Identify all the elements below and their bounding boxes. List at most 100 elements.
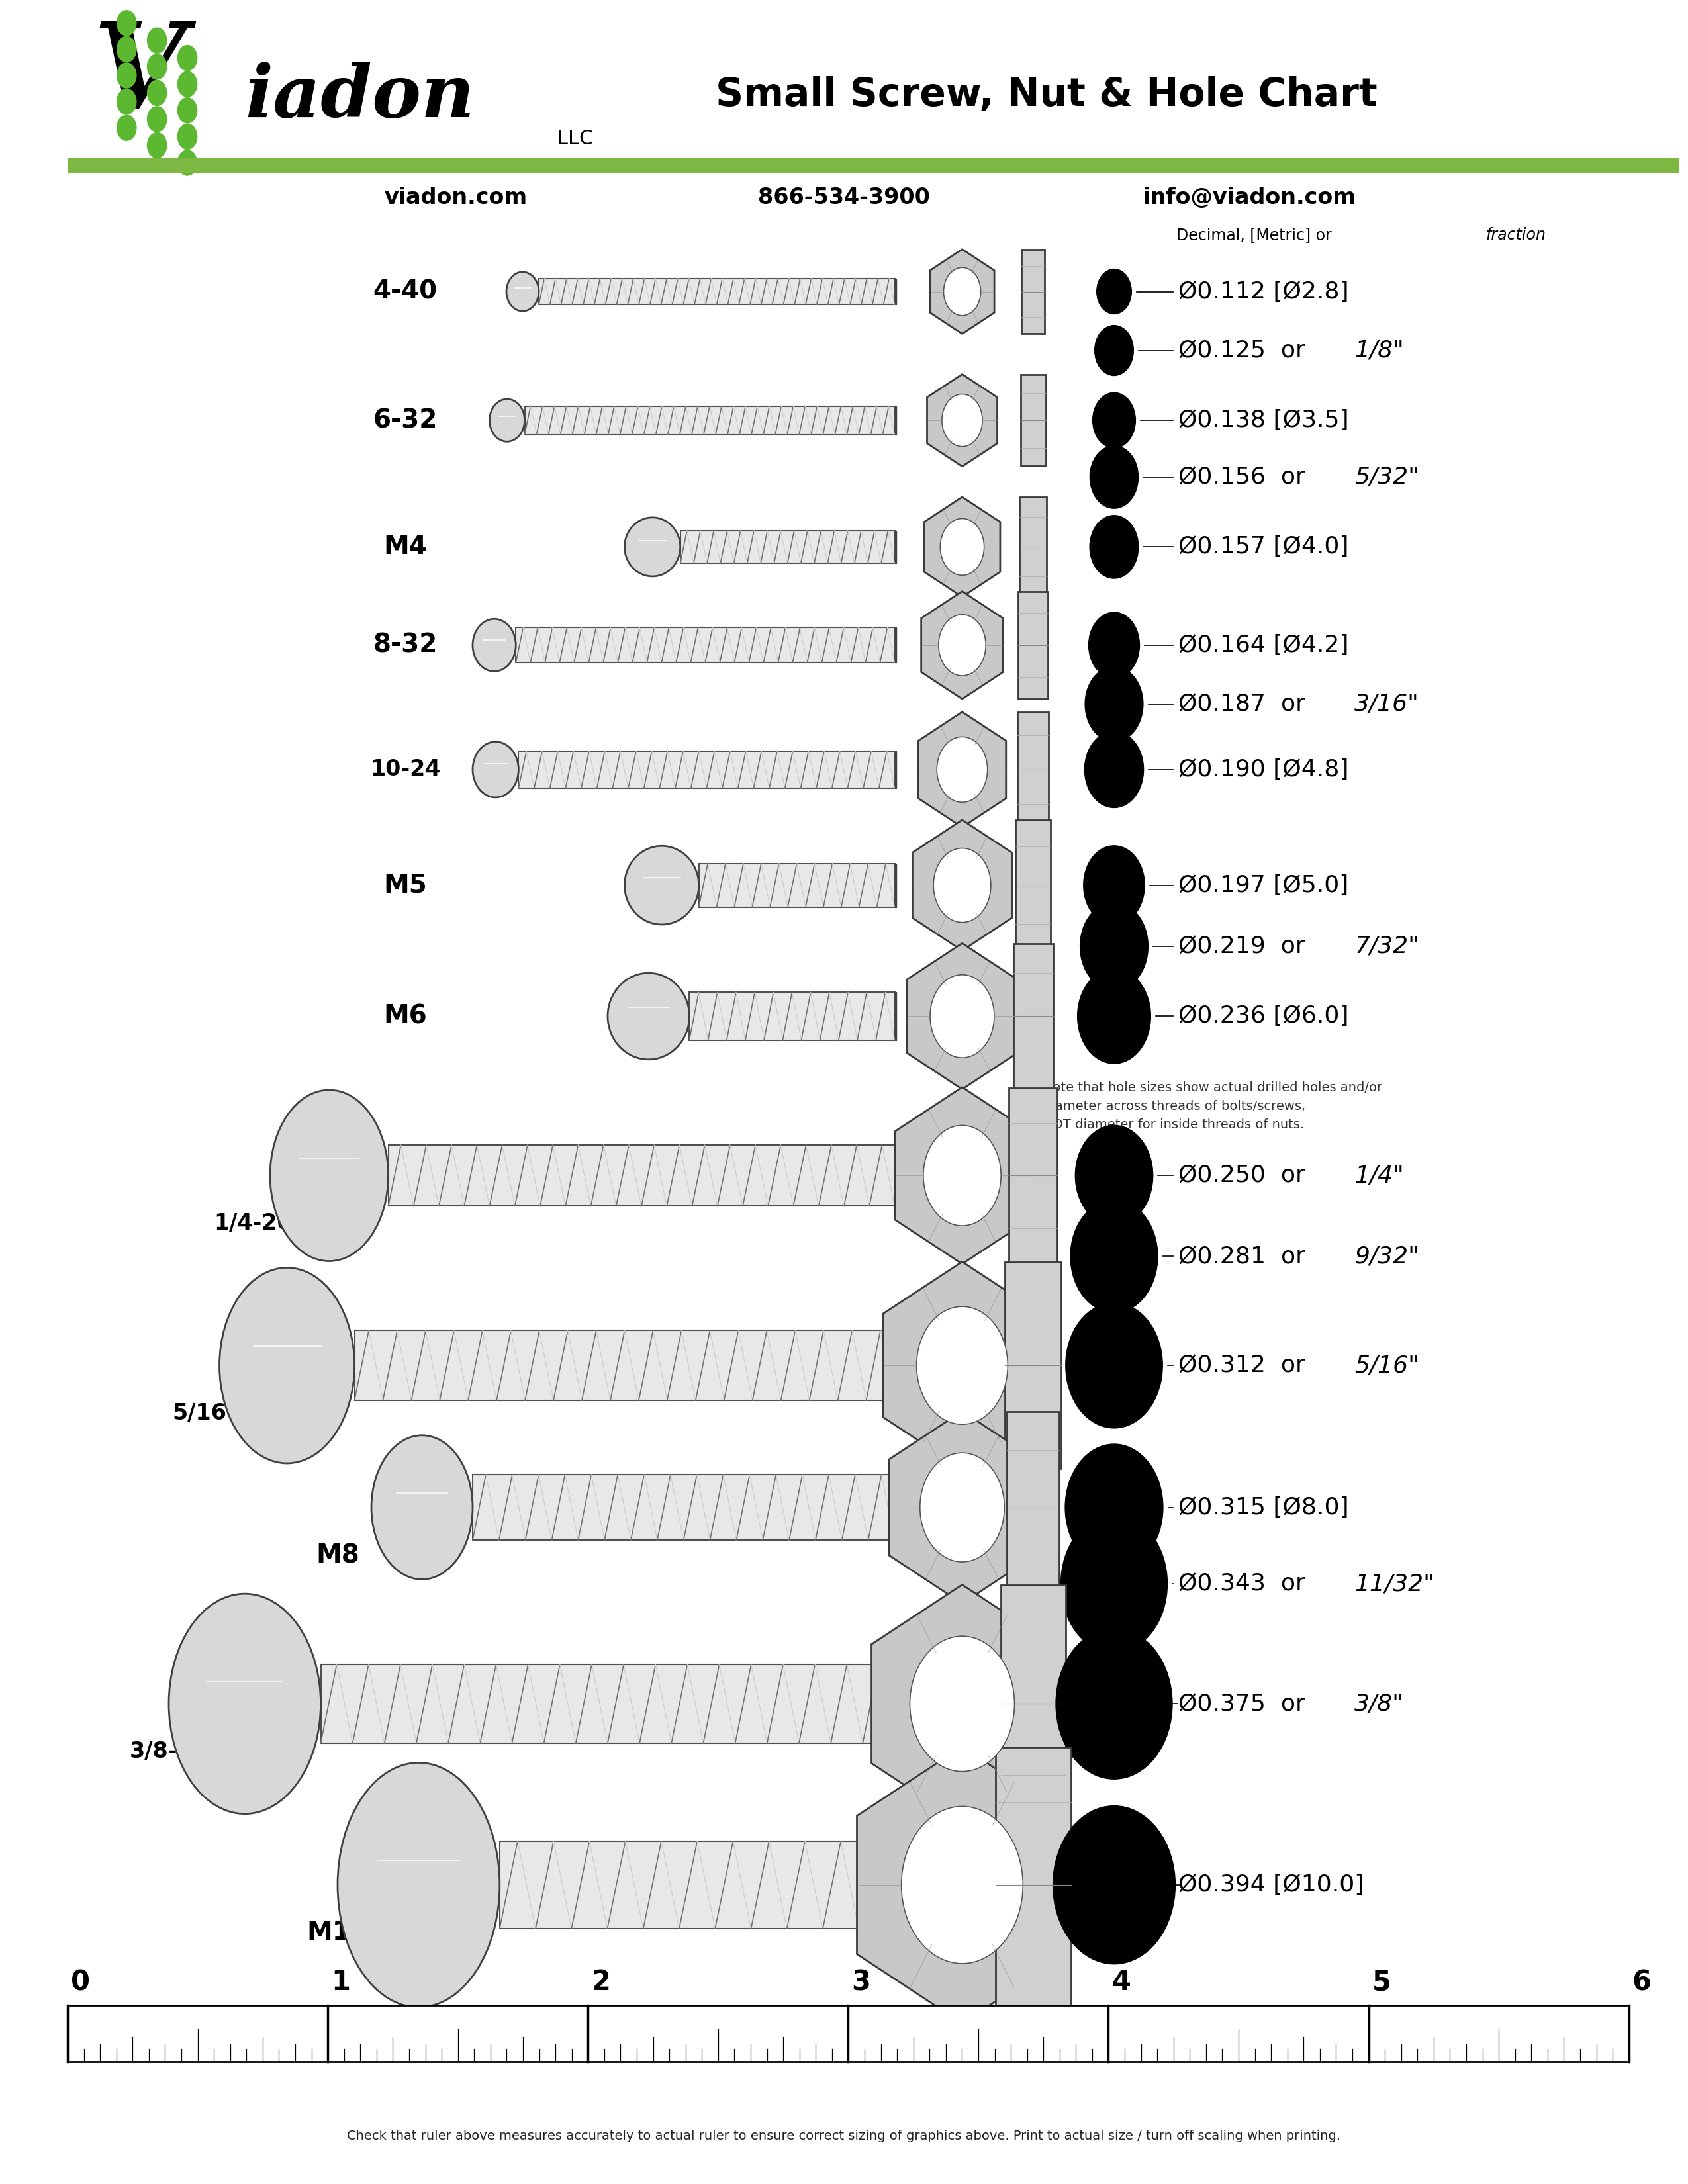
Ellipse shape <box>219 1267 354 1463</box>
Text: M5: M5 <box>383 874 427 898</box>
Text: V: V <box>93 17 186 133</box>
Text: M8: M8 <box>316 1542 360 1568</box>
Circle shape <box>147 81 167 107</box>
Bar <box>538 277 895 304</box>
Bar <box>388 1144 895 1206</box>
Circle shape <box>177 72 197 98</box>
Text: 3: 3 <box>851 1968 871 1996</box>
Text: Decimal, [Metric] or: Decimal, [Metric] or <box>1177 227 1337 242</box>
Text: Ø0.138 [Ø3.5]: Ø0.138 [Ø3.5] <box>1178 408 1349 432</box>
Text: 7/32": 7/32" <box>1354 935 1420 957</box>
Text: M6: M6 <box>383 1005 427 1029</box>
Text: Note that hole sizes show actual drilled holes and/or
diameter across threads of: Note that hole sizes show actual drilled… <box>1043 1081 1382 1131</box>
Bar <box>1001 1586 1065 1821</box>
Text: 6: 6 <box>1632 1968 1651 1996</box>
Text: 5/16-18: 5/16-18 <box>172 1402 267 1424</box>
Ellipse shape <box>625 518 680 577</box>
Circle shape <box>116 90 137 116</box>
Text: Ø0.250  or: Ø0.250 or <box>1178 1164 1313 1186</box>
Text: 3/8-16: 3/8-16 <box>130 1741 208 1762</box>
Circle shape <box>1084 845 1144 924</box>
Bar <box>518 751 895 788</box>
Circle shape <box>1070 1199 1158 1313</box>
Circle shape <box>917 1306 1008 1424</box>
Bar <box>68 159 1680 175</box>
Polygon shape <box>918 712 1006 828</box>
Polygon shape <box>895 1088 1030 1265</box>
Text: 3/16": 3/16" <box>1354 692 1420 716</box>
Circle shape <box>1089 612 1139 677</box>
Circle shape <box>1080 902 1148 989</box>
FancyArrow shape <box>895 1841 896 1928</box>
Circle shape <box>1075 1125 1153 1225</box>
Text: 6-32: 6-32 <box>373 408 437 432</box>
Text: 11/32": 11/32" <box>1354 1572 1435 1594</box>
Text: Ø0.281  or: Ø0.281 or <box>1178 1245 1313 1267</box>
Bar <box>1009 1088 1057 1262</box>
Bar <box>1013 943 1053 1090</box>
Bar <box>500 1841 895 1928</box>
Text: 2: 2 <box>591 1968 611 1996</box>
Circle shape <box>147 55 167 81</box>
Circle shape <box>933 847 991 922</box>
Bar <box>1020 498 1047 596</box>
Polygon shape <box>871 1586 1053 1824</box>
Circle shape <box>177 124 197 151</box>
FancyArrow shape <box>895 1664 896 1743</box>
Circle shape <box>116 116 137 142</box>
FancyArrow shape <box>895 531 896 563</box>
Polygon shape <box>927 373 998 467</box>
Bar <box>525 406 895 435</box>
Text: info@viadon.com: info@viadon.com <box>1143 188 1355 210</box>
Polygon shape <box>858 1747 1067 2022</box>
Text: Ø0.190 [Ø4.8]: Ø0.190 [Ø4.8] <box>1178 758 1349 782</box>
FancyArrow shape <box>895 406 896 435</box>
Circle shape <box>1090 515 1138 579</box>
Bar <box>1021 373 1045 465</box>
FancyArrow shape <box>895 992 896 1040</box>
Circle shape <box>944 266 981 314</box>
Text: 1/8": 1/8" <box>1354 339 1404 363</box>
Circle shape <box>1097 269 1131 314</box>
Circle shape <box>147 133 167 159</box>
Circle shape <box>1077 970 1151 1064</box>
Text: 1/4": 1/4" <box>1354 1164 1404 1186</box>
Text: 3/8": 3/8" <box>1354 1693 1404 1714</box>
Text: 4-40: 4-40 <box>373 280 437 304</box>
Text: fraction: fraction <box>1485 227 1546 242</box>
Circle shape <box>1085 666 1143 743</box>
Bar <box>689 992 895 1040</box>
Circle shape <box>942 393 982 446</box>
Text: Ø0.315 [Ø8.0]: Ø0.315 [Ø8.0] <box>1178 1496 1349 1518</box>
Ellipse shape <box>473 618 517 670</box>
Polygon shape <box>883 1262 1041 1470</box>
Text: Ø0.157 [Ø4.0]: Ø0.157 [Ø4.0] <box>1178 535 1349 559</box>
Ellipse shape <box>625 845 699 924</box>
FancyArrow shape <box>895 863 896 906</box>
Circle shape <box>1065 1444 1163 1570</box>
Text: 866-534-3900: 866-534-3900 <box>758 188 930 210</box>
Circle shape <box>1057 1629 1171 1780</box>
FancyArrow shape <box>895 277 896 304</box>
Text: Ø0.156  or: Ø0.156 or <box>1178 465 1313 489</box>
Circle shape <box>940 518 984 574</box>
FancyArrow shape <box>895 751 896 788</box>
Text: M10: M10 <box>307 1920 368 1946</box>
Text: Ø0.219  or: Ø0.219 or <box>1178 935 1313 957</box>
Polygon shape <box>913 819 1011 950</box>
Bar <box>1006 1411 1060 1603</box>
Polygon shape <box>890 1411 1035 1603</box>
Ellipse shape <box>490 400 525 441</box>
Ellipse shape <box>506 271 538 310</box>
Text: Ø0.236 [Ø6.0]: Ø0.236 [Ø6.0] <box>1178 1005 1349 1026</box>
Circle shape <box>1090 446 1138 509</box>
Circle shape <box>177 98 197 124</box>
FancyArrow shape <box>895 627 896 662</box>
Bar <box>517 627 895 662</box>
Bar <box>68 2005 1629 2062</box>
Circle shape <box>1092 393 1136 448</box>
Circle shape <box>910 1636 1014 1771</box>
Text: Ø0.125  or: Ø0.125 or <box>1178 339 1313 363</box>
Circle shape <box>920 1452 1004 1562</box>
Circle shape <box>930 974 994 1057</box>
